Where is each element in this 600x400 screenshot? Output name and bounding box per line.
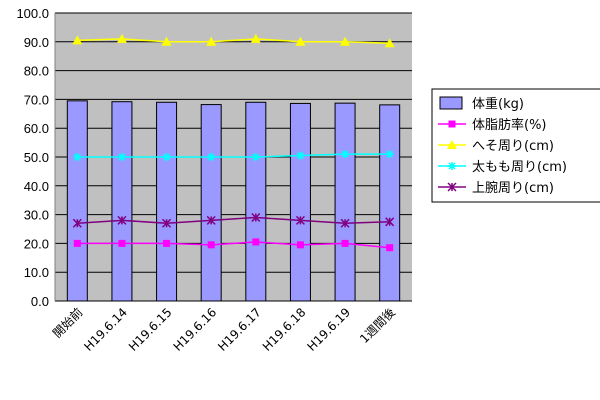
data-point bbox=[73, 239, 81, 247]
bar bbox=[289, 102, 311, 302]
x-tick-label: H19.6.14 bbox=[81, 305, 130, 354]
data-point bbox=[206, 215, 216, 225]
data-point bbox=[384, 38, 395, 48]
legend-label: 太もも周り(cm) bbox=[472, 160, 567, 175]
legend-entry: 体脂肪率(%) bbox=[438, 117, 547, 133]
x-tick-label: H19.6.17 bbox=[215, 305, 264, 354]
data-point bbox=[117, 215, 127, 225]
data-point bbox=[162, 153, 171, 161]
data-point bbox=[447, 182, 457, 192]
data-point bbox=[72, 218, 82, 228]
legend-label: 体脂肪率(%) bbox=[472, 117, 547, 133]
x-tick-label: H19.6.18 bbox=[260, 305, 309, 354]
legend-entry: 上腕周り(cm) bbox=[438, 180, 554, 196]
data-point bbox=[447, 140, 457, 149]
data-point bbox=[73, 153, 82, 161]
data-point bbox=[341, 239, 349, 247]
data-point bbox=[251, 153, 260, 161]
data-point bbox=[207, 153, 216, 161]
bar bbox=[245, 101, 267, 302]
series-line bbox=[73, 238, 394, 252]
data-point bbox=[162, 218, 172, 228]
legend-label: 体重(kg) bbox=[472, 96, 524, 112]
data-point bbox=[72, 35, 83, 45]
series-path bbox=[77, 216, 390, 224]
bar bbox=[111, 101, 133, 302]
y-tick-label: 60.0 bbox=[24, 121, 49, 136]
y-tick-label: 70.0 bbox=[24, 92, 49, 107]
y-tick-label: 10.0 bbox=[24, 265, 49, 280]
legend-label: へそ周り(cm) bbox=[472, 139, 554, 154]
data-point bbox=[163, 239, 171, 247]
x-tick-label: H19.6.15 bbox=[126, 305, 175, 354]
data-point bbox=[385, 150, 394, 159]
bars bbox=[66, 100, 401, 302]
series-path bbox=[77, 38, 390, 44]
data-point bbox=[117, 153, 126, 161]
legend-swatch bbox=[439, 96, 463, 110]
series-line bbox=[72, 212, 395, 228]
legend-entry: 太もも周り(cm) bbox=[438, 160, 567, 175]
y-tick-label: 90.0 bbox=[24, 35, 49, 50]
y-tick-label: 30.0 bbox=[24, 208, 49, 223]
bar bbox=[200, 104, 222, 302]
legend-label: 上腕周り(cm) bbox=[472, 180, 554, 196]
data-point bbox=[448, 162, 456, 170]
data-point bbox=[295, 36, 306, 46]
bar bbox=[379, 104, 401, 302]
bar bbox=[156, 101, 178, 302]
data-point bbox=[252, 238, 260, 246]
y-axis: 100.0 90.0 80.0 70.0 60.0 50.0 40.0 30.0 20.0 10.… bbox=[16, 6, 56, 309]
data-point bbox=[161, 36, 172, 46]
data-point bbox=[206, 36, 217, 46]
y-tick-label: 80.0 bbox=[24, 64, 49, 79]
data-point bbox=[118, 239, 126, 247]
series-line bbox=[72, 33, 395, 48]
data-point bbox=[340, 36, 351, 46]
lines bbox=[72, 33, 395, 252]
data-point bbox=[341, 150, 350, 159]
data-point bbox=[386, 244, 394, 252]
legend-entry: へそ周り(cm) bbox=[438, 139, 554, 154]
y-tick-label: 40.0 bbox=[24, 179, 49, 194]
y-tick-label: 20.0 bbox=[24, 236, 49, 251]
series-path bbox=[77, 153, 390, 158]
data-point bbox=[340, 218, 350, 228]
data-point bbox=[251, 212, 261, 223]
x-tick-label: 開始前 bbox=[49, 305, 85, 341]
x-tick-label: 1週間後 bbox=[357, 305, 398, 346]
y-tick-label: 0.0 bbox=[31, 294, 49, 309]
legend-entry: 体重(kg) bbox=[439, 96, 524, 112]
x-tick-label: H19.6.16 bbox=[171, 305, 220, 354]
x-axis: 開始前H19.6.14H19.6.15H19.6.16H19.6.17H19.6… bbox=[49, 305, 397, 354]
data-point bbox=[250, 33, 261, 43]
series-line bbox=[73, 150, 394, 161]
legend: 体重(kg) 体脂肪率(%) へそ周り(cm) 太もも周り(cm) 上腕周り(cm) bbox=[431, 88, 600, 203]
bar bbox=[66, 100, 88, 302]
data-point bbox=[116, 33, 127, 43]
data-point bbox=[207, 241, 215, 249]
data-point bbox=[296, 151, 305, 160]
data-point bbox=[296, 241, 304, 249]
data-point bbox=[448, 120, 456, 128]
data-point bbox=[295, 215, 305, 225]
x-tick-label: H19.6.19 bbox=[305, 305, 354, 354]
y-tick-label: 50.0 bbox=[24, 150, 49, 165]
series-path bbox=[77, 241, 390, 249]
bar bbox=[334, 102, 356, 302]
data-point bbox=[385, 217, 395, 227]
y-tick-label: 100.0 bbox=[16, 6, 49, 21]
